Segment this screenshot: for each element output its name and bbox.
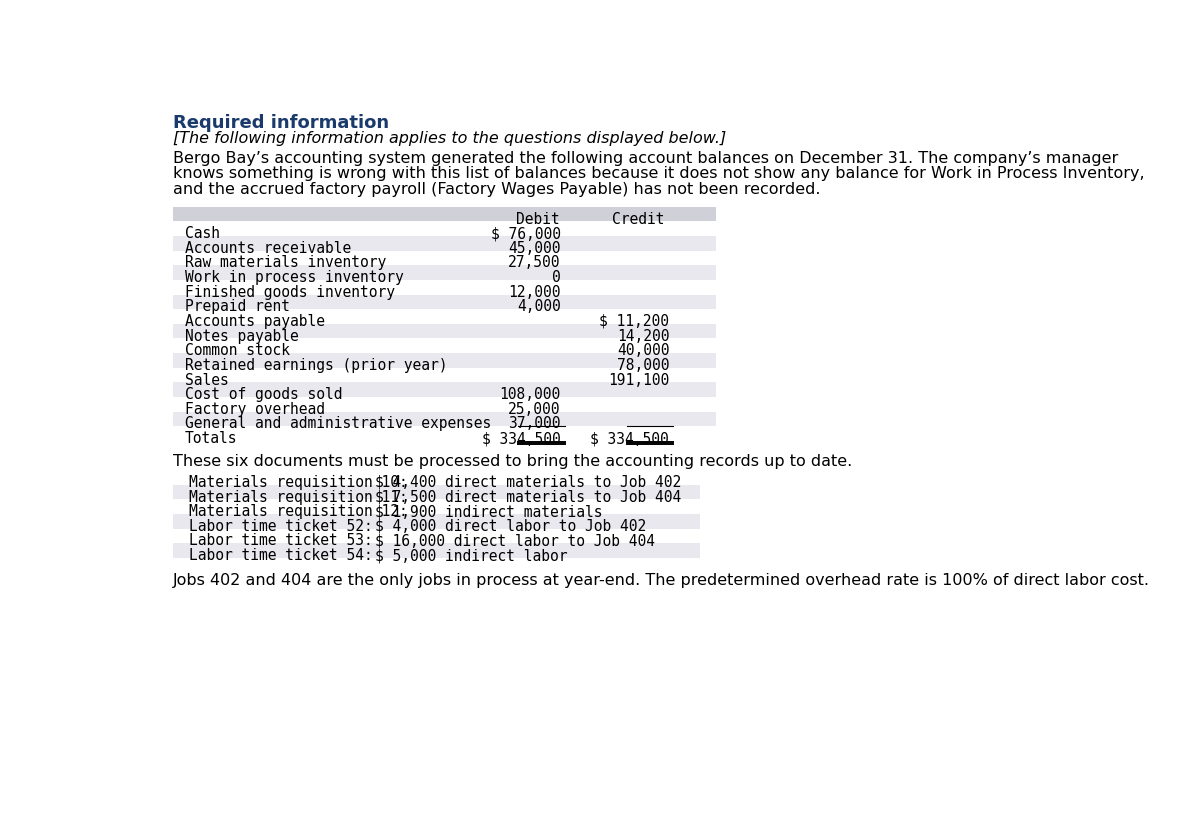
Text: Cost of goods sold: Cost of goods sold	[185, 387, 342, 401]
Text: Debit: Debit	[516, 211, 559, 226]
Bar	[173, 339, 715, 354]
Bar	[173, 324, 715, 339]
Text: Totals: Totals	[185, 431, 238, 446]
Text: Materials requisition 12:: Materials requisition 12:	[188, 504, 408, 518]
Text: General and administrative expenses: General and administrative expenses	[185, 416, 491, 431]
Text: Notes payable: Notes payable	[185, 328, 299, 343]
Text: Labor time ticket 54:: Labor time ticket 54:	[188, 547, 372, 563]
Text: Cash: Cash	[185, 226, 220, 241]
Text: $ 334,500: $ 334,500	[590, 431, 670, 446]
Text: Labor time ticket 52:: Labor time ticket 52:	[188, 518, 372, 533]
Text: Raw materials inventory: Raw materials inventory	[185, 256, 386, 270]
Text: Finished goods inventory: Finished goods inventory	[185, 284, 395, 300]
Bar	[173, 397, 715, 412]
Text: Bergo Bay’s accounting system generated the following account balances on Decemb: Bergo Bay’s accounting system generated …	[173, 151, 1118, 165]
Text: $ 11,200: $ 11,200	[599, 314, 670, 328]
Text: Common stock: Common stock	[185, 343, 290, 358]
Bar	[173, 412, 715, 427]
Text: 40,000: 40,000	[617, 343, 670, 358]
Text: and the accrued factory payroll (Factory Wages Payable) has not been recorded.: and the accrued factory payroll (Factory…	[173, 181, 821, 197]
Bar	[173, 500, 701, 514]
Text: $ 1,900 indirect materials: $ 1,900 indirect materials	[374, 504, 602, 518]
Text: Factory overhead: Factory overhead	[185, 401, 325, 416]
Text: Prepaid rent: Prepaid rent	[185, 299, 290, 314]
Text: 25,000: 25,000	[509, 401, 560, 416]
Text: Materials requisition 11:: Materials requisition 11:	[188, 489, 408, 504]
Text: $ 5,000 indirect labor: $ 5,000 indirect labor	[374, 547, 568, 563]
Bar	[173, 382, 715, 397]
Text: 37,000: 37,000	[509, 416, 560, 431]
Bar	[173, 295, 715, 310]
Text: $ 16,000 direct labor to Job 404: $ 16,000 direct labor to Job 404	[374, 533, 655, 548]
Text: 27,500: 27,500	[509, 256, 560, 270]
Text: Sales: Sales	[185, 372, 229, 387]
Text: knows something is wrong with this list of balances because it does not show any: knows something is wrong with this list …	[173, 166, 1145, 181]
Bar	[173, 222, 715, 237]
Text: $ 76,000: $ 76,000	[491, 226, 560, 241]
Text: These six documents must be processed to bring the accounting records up to date: These six documents must be processed to…	[173, 454, 852, 468]
Text: $ 334,500: $ 334,500	[482, 431, 560, 446]
Text: Accounts receivable: Accounts receivable	[185, 241, 352, 256]
Text: $ 7,500 direct materials to Job 404: $ 7,500 direct materials to Job 404	[374, 489, 682, 504]
Bar	[173, 544, 701, 559]
Bar	[173, 514, 701, 529]
Text: Labor time ticket 53:: Labor time ticket 53:	[188, 533, 372, 548]
Text: Work in process inventory: Work in process inventory	[185, 269, 403, 285]
Bar	[173, 237, 715, 251]
Text: 45,000: 45,000	[509, 241, 560, 256]
Text: Required information: Required information	[173, 114, 389, 132]
Text: 191,100: 191,100	[608, 372, 670, 387]
Bar	[173, 485, 701, 500]
Text: $ 4,400 direct materials to Job 402: $ 4,400 direct materials to Job 402	[374, 474, 682, 489]
Text: Jobs 402 and 404 are the only jobs in process at year-end. The predetermined ove: Jobs 402 and 404 are the only jobs in pr…	[173, 572, 1151, 587]
Text: 108,000: 108,000	[499, 387, 560, 401]
Bar	[173, 369, 715, 382]
Text: 4,000: 4,000	[517, 299, 560, 314]
Bar	[173, 427, 715, 441]
Text: 12,000: 12,000	[509, 284, 560, 300]
Bar	[173, 529, 701, 544]
Bar	[173, 251, 715, 266]
Bar	[173, 470, 701, 485]
Text: 14,200: 14,200	[617, 328, 670, 343]
Bar	[173, 354, 715, 369]
Text: Materials requisition 10:: Materials requisition 10:	[188, 474, 408, 489]
Bar	[173, 207, 715, 222]
Text: Accounts payable: Accounts payable	[185, 314, 325, 328]
Text: 78,000: 78,000	[617, 357, 670, 373]
Bar	[173, 266, 715, 281]
Text: 0: 0	[552, 269, 560, 285]
Text: [The following information applies to the questions displayed below.]: [The following information applies to th…	[173, 130, 726, 146]
Text: $ 4,000 direct labor to Job 402: $ 4,000 direct labor to Job 402	[374, 518, 646, 533]
Text: Credit: Credit	[612, 211, 665, 226]
Text: Retained earnings (prior year): Retained earnings (prior year)	[185, 357, 448, 373]
Bar	[173, 281, 715, 295]
Bar	[173, 310, 715, 324]
